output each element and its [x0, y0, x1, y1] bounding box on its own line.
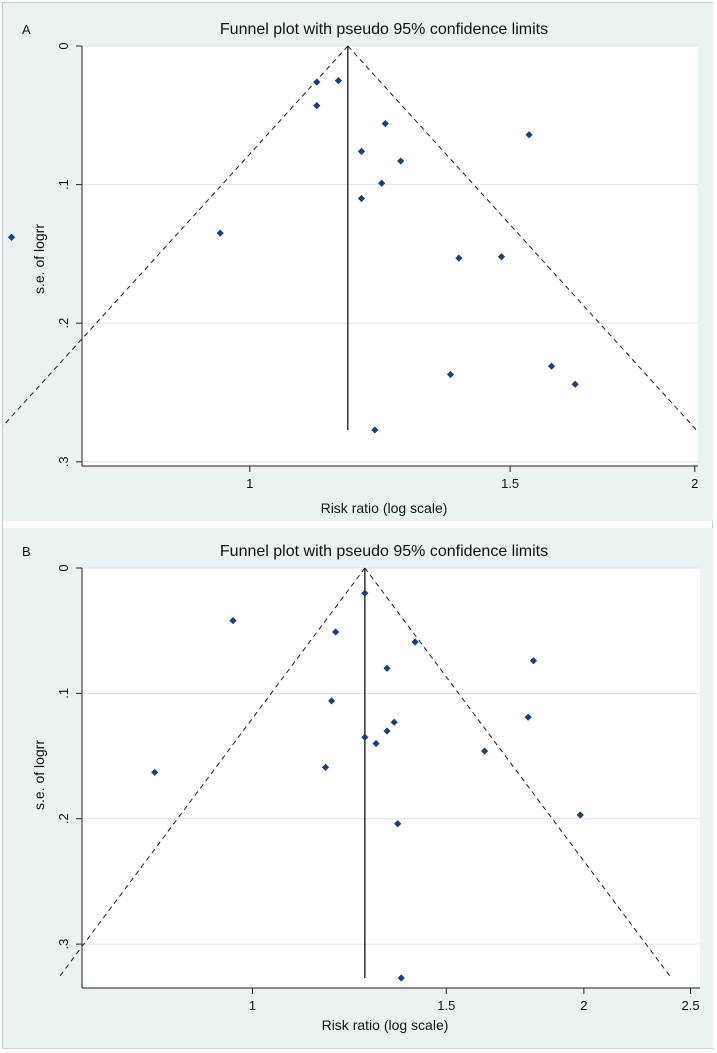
y-tick-label: .3 — [56, 939, 71, 950]
study-point — [151, 768, 159, 776]
study-point — [497, 253, 506, 261]
y-tick-label: .2 — [56, 813, 71, 824]
panel-label: A — [22, 22, 31, 37]
study-point — [397, 974, 405, 982]
y-tick-label: 0 — [56, 564, 71, 571]
y-tick-label: 0 — [56, 42, 71, 49]
x-tick-label: 1.5 — [501, 476, 519, 491]
x-tick-label: 1.5 — [437, 998, 455, 1013]
panel-label: B — [22, 544, 31, 559]
x-axis-label: Risk ratio (log scale) — [322, 1017, 449, 1033]
study-point — [371, 426, 379, 434]
study-point — [525, 131, 533, 139]
study-point — [381, 120, 389, 128]
study-point — [524, 713, 532, 721]
funnel-plot-a: A Funnel plot with pseudo 95% confidence… — [3, 3, 713, 521]
study-point — [361, 589, 369, 597]
study-point — [357, 194, 366, 203]
chart-title: Funnel plot with pseudo 95% confidence l… — [220, 21, 548, 38]
study-point — [383, 727, 391, 735]
upper-confidence-limit — [347, 45, 697, 431]
y-tick-label: .2 — [56, 318, 71, 329]
study-point — [394, 820, 402, 828]
study-point — [313, 102, 321, 110]
study-point — [576, 811, 584, 819]
upper-confidence-limit — [364, 567, 672, 979]
study-point — [529, 657, 538, 665]
plot-background — [82, 568, 700, 988]
x-tick-label: 1 — [246, 476, 253, 491]
y-tick-label: .1 — [56, 688, 71, 699]
study-point — [334, 77, 343, 85]
study-point — [397, 157, 405, 165]
x-tick-label: 2 — [580, 998, 587, 1013]
plot-background — [82, 46, 698, 466]
study-point — [357, 147, 366, 155]
x-axis-label: Risk ratio (log scale) — [321, 500, 448, 516]
x-tick-label: 2.5 — [681, 998, 699, 1013]
y-axis-label: s.e. of logrr — [31, 740, 47, 810]
lower-confidence-limit — [3, 45, 349, 427]
study-point — [547, 362, 556, 370]
plot-area: 0 .1 .2 .3 1 1.5 2 — [3, 42, 698, 491]
study-point — [455, 254, 463, 262]
chart-title: Funnel plot with pseudo 95% confidence l… — [220, 543, 548, 560]
y-axis-label: s.e. of logrr — [31, 224, 47, 294]
funnel-plot-b: B Funnel plot with pseudo 95% confidence… — [3, 528, 713, 1048]
x-tick-label: 1 — [249, 998, 256, 1013]
study-point — [378, 179, 386, 187]
study-point — [216, 229, 224, 237]
y-tick-label: .1 — [56, 179, 71, 190]
study-point — [446, 370, 455, 379]
study-point — [332, 628, 340, 636]
study-point — [571, 380, 579, 388]
y-tick-label: .3 — [56, 456, 71, 467]
plot-area: 0 .1 .2 .3 1 1.5 2 2.5 — [56, 564, 700, 1013]
x-tick-label: 2 — [691, 476, 698, 491]
study-point — [313, 78, 321, 86]
lower-confidence-limit — [58, 567, 366, 979]
